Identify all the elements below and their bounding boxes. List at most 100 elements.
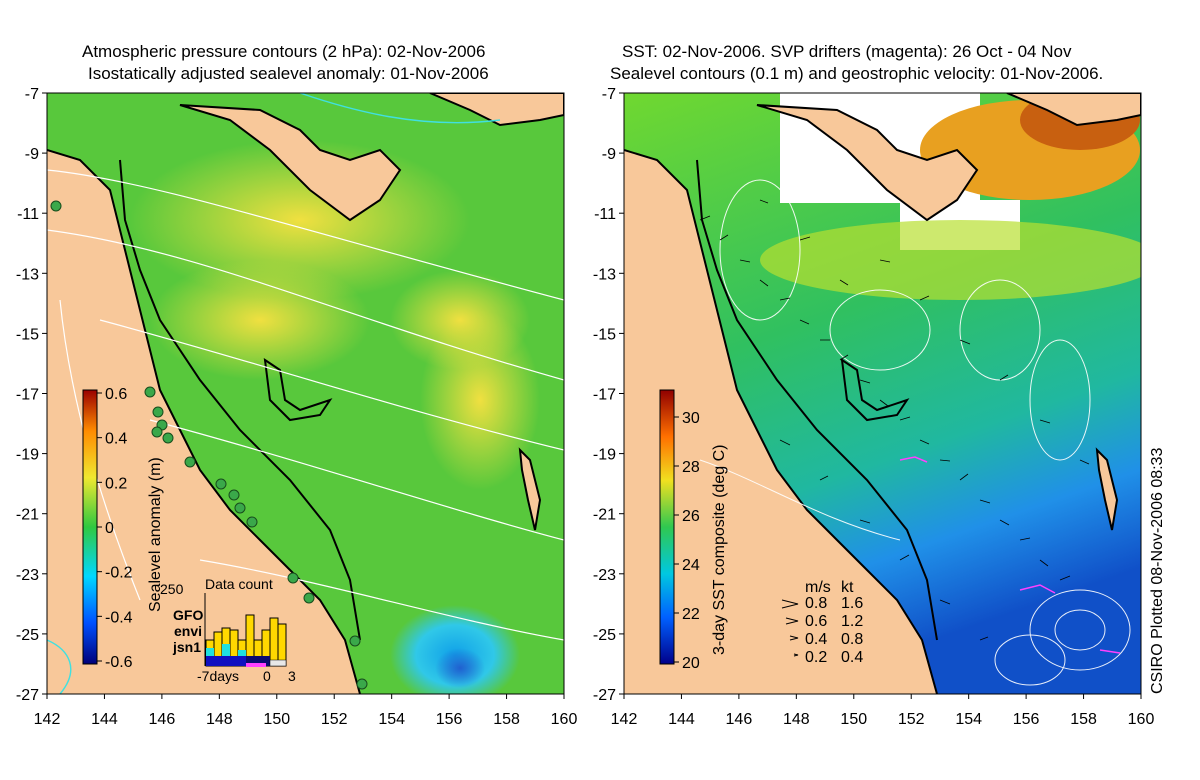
inset-series-gfo: GFO [173, 607, 203, 623]
speed-legend: m/s kt 0.8 1.6 0.6 1.2 0.4 0.8 0.2 0.4 [781, 579, 863, 666]
right-reefs [840, 357, 910, 422]
left-new-caledonia [518, 447, 542, 531]
right-ytick-label-5: -17 [593, 387, 616, 404]
inset-xlabel-end: 3 [288, 668, 296, 684]
right-velocity-arrows [699, 199, 1090, 641]
left-ytick-label-0: -7 [25, 86, 39, 103]
left-ytick-label-4: -15 [16, 326, 39, 343]
speed-row-1-kt: 1.6 [841, 595, 863, 612]
left-coastline [47, 149, 361, 694]
sla-colorbar-ramp [82, 389, 98, 665]
right-ytick-label-7: -21 [593, 507, 616, 524]
sst-colorbar: 3-day SST composite (deg C) [659, 389, 728, 665]
right-shelf-edge [696, 159, 938, 641]
left-xtick-label-7: 156 [436, 711, 463, 728]
left-ytick-label-2: -11 [17, 206, 39, 223]
sla-colorbar-tick-label-1: 0.4 [105, 431, 127, 448]
right-ytick-label-6: -19 [593, 447, 616, 464]
right-xtick-label-2: 146 [726, 711, 753, 728]
right-ytick-label-2: -11 [594, 206, 616, 223]
right-xtick-label-4: 150 [840, 711, 867, 728]
right-sealevel-contours [699, 179, 1131, 686]
right-xtick-label-9: 160 [1128, 711, 1155, 728]
speed-row-4-kt: 0.4 [841, 649, 863, 666]
left-xtick-label-5: 152 [321, 711, 348, 728]
right-xtick-label-7: 156 [1013, 711, 1040, 728]
sla-colorbar-label: Sealevel anomaly (m) [147, 457, 164, 612]
sst-colorbar-tick-label-5: 20 [682, 655, 700, 672]
right-xtick-label-0: 142 [611, 711, 638, 728]
sla-colorbar-tick-label-5: -0.4 [105, 609, 133, 626]
right-ytick-label-4: -15 [593, 326, 616, 343]
sst-colorbar-ramp [659, 389, 675, 665]
left-xtick-label-3: 148 [206, 711, 233, 728]
sla-colorbar-tick-label-3: 0 [105, 520, 114, 537]
left-xtick-label-0: 142 [34, 711, 61, 728]
left-xtick-label-4: 150 [263, 711, 290, 728]
speed-row-3-ms: 0.4 [805, 631, 827, 648]
left-ytick-label-9: -25 [16, 627, 39, 644]
data-count-inset: Data count 250 GFO envi jsn1 -7days 0 3 [160, 576, 296, 684]
sst-colorbar-label: 3-day SST composite (deg C) [711, 445, 728, 655]
left-ytick-label-10: -27 [16, 687, 39, 704]
speed-row-3-kt: 0.8 [841, 631, 863, 648]
right-title-line2: Sealevel contours (0.1 m) and geostrophi… [610, 64, 1104, 83]
speed-legend-ms-header: m/s [805, 579, 831, 596]
inset-ymax: 250 [160, 581, 184, 597]
inset-xlabel-zero: 0 [263, 668, 271, 684]
right-map [624, 93, 1141, 694]
sla-colorbar-tick-label-2: 0.2 [105, 475, 127, 492]
right-xtick-label-5: 152 [898, 711, 925, 728]
left-ytick-label-1: -9 [25, 146, 39, 163]
right-coastline [624, 149, 938, 694]
axis-ticks: -7 -9 -11 -13 -15 -17 -19 -21 -23 -25 -27 142 144 146… [16, 86, 1155, 728]
sla-colorbar-tick-label-4: -0.2 [105, 565, 133, 582]
left-map [47, 93, 564, 694]
left-xtick-label-2: 146 [149, 711, 176, 728]
right-ytick-label-9: -25 [593, 627, 616, 644]
plot-credit: CSIRO Plotted 08-Nov-2006 08:33 [1149, 448, 1166, 694]
right-solomon-land [1006, 93, 1141, 127]
left-anomaly-low-core [435, 648, 485, 688]
speed-row-1-ms: 0.8 [805, 595, 827, 612]
left-xtick-label-1: 144 [91, 711, 118, 728]
right-png-coast [756, 104, 979, 222]
inset-series-jsn1: jsn1 [172, 639, 201, 655]
right-title-line1: SST: 02-Nov-2006. SVP drifters (magenta)… [622, 42, 1072, 61]
left-xtick-label-6: 154 [378, 711, 405, 728]
inset-xlabel-start: -7days [197, 668, 239, 684]
right-ytick-label-1: -9 [602, 146, 616, 163]
right-xtick-label-1: 144 [668, 711, 695, 728]
right-ytick-label-0: -7 [602, 86, 616, 103]
left-pressure-contours [47, 169, 564, 641]
left-shelf-edge [119, 159, 361, 641]
right-new-caledonia [1095, 447, 1119, 531]
left-solomon-land [429, 93, 564, 127]
left-xtick-label-9: 160 [551, 711, 578, 728]
sst-colorbar-tick-label-0: 30 [682, 410, 700, 427]
inset-title: Data count [205, 576, 273, 592]
left-anomaly-high-central [150, 260, 370, 380]
speed-row-2-kt: 1.2 [841, 613, 863, 630]
left-ytick-label-8: -23 [16, 567, 39, 584]
speed-legend-kt-header: kt [841, 579, 854, 596]
left-title-line2: Isostatically adjusted sealevel anomaly:… [88, 64, 489, 83]
left-png-coast [179, 104, 402, 222]
left-cyan-contours [47, 93, 501, 694]
sla-colorbar-tick-label-0: 0.6 [105, 386, 127, 403]
sst-colorbar-tick-label-3: 24 [682, 557, 700, 574]
left-ytick-label-7: -21 [16, 507, 39, 524]
right-xtick-label-6: 154 [955, 711, 982, 728]
right-ytick-label-8: -23 [593, 567, 616, 584]
right-drifter-tracks [899, 456, 1121, 654]
inset-series-envi: envi [174, 623, 202, 639]
left-ytick-label-3: -13 [16, 266, 39, 283]
sst-colorbar-tick-label-2: 26 [682, 508, 700, 525]
right-xtick-label-8: 158 [1070, 711, 1097, 728]
speed-row-4-ms: 0.2 [805, 649, 827, 666]
left-ytick-label-6: -19 [16, 447, 39, 464]
left-xtick-label-8: 158 [493, 711, 520, 728]
right-xtick-label-3: 148 [783, 711, 810, 728]
left-title-line1: Atmospheric pressure contours (2 hPa): 0… [82, 42, 486, 61]
